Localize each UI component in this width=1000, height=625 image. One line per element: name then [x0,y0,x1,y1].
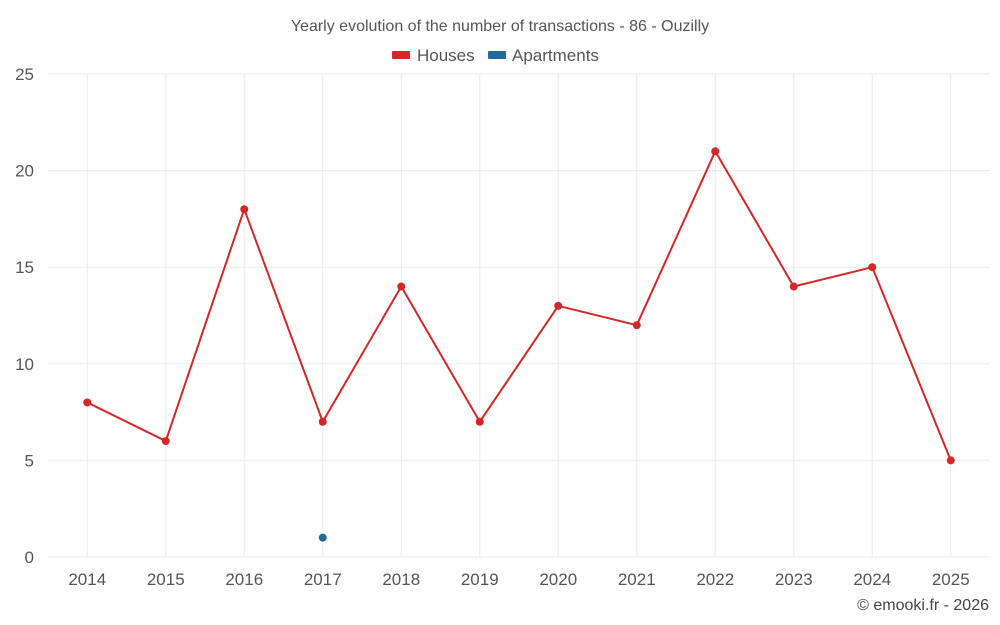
data-point-houses[interactable] [711,147,720,156]
data-point-houses[interactable] [946,456,955,465]
y-tick-label: 5 [25,451,34,470]
series-line-houses [86,150,952,461]
data-point-houses[interactable] [789,282,798,291]
legend: Houses Apartments [392,46,599,65]
x-tick-label: 2022 [696,570,734,589]
x-tick-label: 2023 [775,570,813,589]
data-point-houses[interactable] [868,263,877,272]
x-tick-label: 2014 [68,570,106,589]
credit-text: © emooki.fr - 2026 [857,597,989,614]
x-tick-label: 2021 [618,570,656,589]
data-point-apartments[interactable] [318,533,327,542]
y-tick-label: 20 [15,162,34,181]
x-tick-label: 2024 [853,570,891,589]
x-tick-label: 2018 [382,570,420,589]
x-tick-label: 2025 [932,570,970,589]
data-point-houses[interactable] [318,417,327,426]
data-point-houses[interactable] [397,282,406,291]
data-point-houses[interactable] [632,321,641,330]
legend-swatch-houses [392,51,410,59]
x-tick-label: 2015 [147,570,185,589]
legend-label-houses: Houses [417,46,475,65]
grid [48,73,990,558]
legend-item-apartments[interactable]: Apartments [488,46,599,65]
y-tick-label: 15 [15,258,34,277]
x-tick-label: 2017 [304,570,342,589]
series-apartments [318,533,327,542]
data-point-houses[interactable] [83,398,92,407]
series [83,147,955,542]
y-tick-label: 0 [25,548,34,567]
legend-item-houses[interactable]: Houses [392,46,475,65]
chart-title: Yearly evolution of the number of transa… [291,18,709,35]
data-point-houses[interactable] [475,417,484,426]
data-point-houses[interactable] [161,437,170,446]
y-tick-label: 25 [15,65,34,84]
x-tick-label: 2020 [539,570,577,589]
x-tick-label: 2019 [461,570,499,589]
legend-swatch-apartments [488,51,506,59]
series-houses [83,147,955,465]
data-point-houses[interactable] [554,301,563,310]
legend-label-apartments: Apartments [512,46,599,65]
y-tick-label: 10 [15,355,34,374]
x-tick-label: 2016 [225,570,263,589]
data-point-houses[interactable] [240,205,249,214]
